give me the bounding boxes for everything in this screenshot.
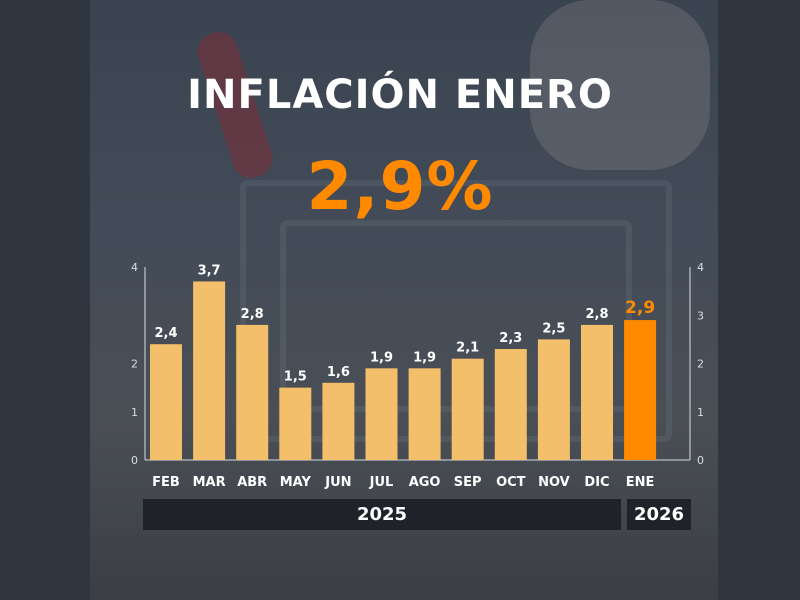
value-label-feb: 2,4 xyxy=(154,326,177,341)
value-label-may: 1,5 xyxy=(284,370,307,385)
value-label-dic: 2,8 xyxy=(585,307,608,322)
bar-may xyxy=(279,387,312,460)
y-tick-left: 4 xyxy=(131,261,138,274)
category-label-abr: ABR xyxy=(237,475,267,490)
category-label-jul: JUL xyxy=(369,475,394,490)
y-tick-right: 0 xyxy=(697,454,704,467)
category-label-mar: MAR xyxy=(193,475,226,490)
bar-ago xyxy=(408,368,441,460)
category-label-jun: JUN xyxy=(324,475,351,490)
bar-sep xyxy=(451,358,484,460)
category-label-feb: FEB xyxy=(152,475,180,490)
y-tick-left: 1 xyxy=(131,406,138,419)
value-label-jul: 1,9 xyxy=(370,350,393,365)
value-label-ago: 1,9 xyxy=(413,350,436,365)
y-tick-left: 2 xyxy=(131,358,138,371)
category-label-ago: AGO xyxy=(409,475,441,490)
category-label-dic: DIC xyxy=(584,475,609,490)
hand-shape xyxy=(530,0,710,170)
value-label-mar: 3,7 xyxy=(198,263,221,278)
y-tick-left: 0 xyxy=(131,454,138,467)
value-label-oct: 2,3 xyxy=(499,331,522,346)
bar-dic xyxy=(581,324,613,460)
category-label-ene: ENE xyxy=(626,475,655,490)
bar-abr xyxy=(236,324,269,460)
category-label-sep: SEP xyxy=(454,475,482,490)
value-label-abr: 2,8 xyxy=(241,307,264,322)
category-label-oct: OCT xyxy=(496,475,526,490)
chart-title: INFLACIÓN ENERO xyxy=(187,72,613,118)
bar-jul xyxy=(365,368,398,460)
year-label-2026: 2026 xyxy=(627,499,691,530)
bar-mar xyxy=(193,281,226,460)
value-label-sep: 2,1 xyxy=(456,341,479,356)
bar-feb xyxy=(150,344,182,460)
bar-jun xyxy=(322,382,355,460)
bar-nov xyxy=(537,339,570,460)
y-tick-right: 1 xyxy=(697,406,704,419)
value-label-jun: 1,6 xyxy=(327,365,350,380)
y-tick-right: 4 xyxy=(697,261,704,274)
value-label-nov: 2,5 xyxy=(542,321,565,336)
headline-value: 2,9% xyxy=(306,148,494,225)
bar-oct xyxy=(494,349,527,460)
bar-ene xyxy=(624,320,657,460)
y-tick-right: 3 xyxy=(697,309,704,322)
year-label-2025: 2025 xyxy=(143,499,621,530)
y-tick-right: 2 xyxy=(697,358,704,371)
value-label-ene: 2,9 xyxy=(625,298,655,318)
category-label-may: MAY xyxy=(280,475,312,490)
category-label-nov: NOV xyxy=(538,475,570,490)
